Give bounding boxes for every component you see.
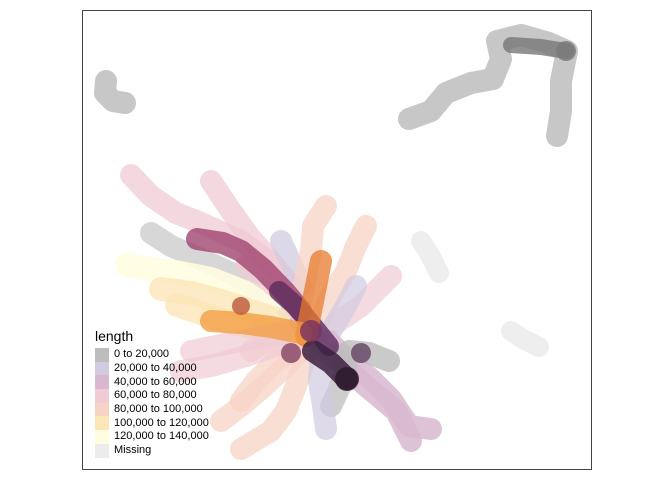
track-endpoint xyxy=(281,343,301,363)
legend-items: 0 to 20,000 20,000 to 40,000 40,000 to 60,… xyxy=(95,348,209,458)
legend-item: 20,000 to 40,000 xyxy=(95,361,209,376)
track-endpoint xyxy=(232,297,250,315)
legend-swatch xyxy=(95,348,109,362)
legend-swatch xyxy=(95,375,109,390)
legend-item: 60,000 to 80,000 xyxy=(95,389,209,403)
track-line xyxy=(398,24,578,147)
track-line xyxy=(115,253,283,313)
legend-label: 0 to 20,000 xyxy=(114,348,170,361)
legend-label: 80,000 to 100,000 xyxy=(114,403,203,416)
legend-swatch xyxy=(95,361,109,376)
track-line xyxy=(411,231,449,283)
legend-item: 120,000 to 140,000 xyxy=(95,430,209,444)
map-panel xyxy=(82,10,592,470)
map-canvas xyxy=(94,24,578,460)
legend-item: 100,000 to 120,000 xyxy=(95,416,209,431)
track-endpoint xyxy=(556,41,576,61)
legend-label: 20,000 to 40,000 xyxy=(114,362,197,375)
legend: length 0 to 20,000 20,000 to 40,000 40,000… xyxy=(95,328,209,458)
legend-item: 80,000 to 100,000 xyxy=(95,402,209,417)
legend-item: 40,000 to 60,000 xyxy=(95,375,209,390)
track-line xyxy=(230,345,317,460)
legend-swatch xyxy=(95,416,109,431)
track-endpoint xyxy=(351,343,371,363)
legend-swatch xyxy=(95,389,109,403)
legend-swatch xyxy=(95,430,109,444)
track-line xyxy=(320,275,367,342)
track-endpoint xyxy=(300,320,322,342)
legend-swatch xyxy=(95,402,109,417)
track-line xyxy=(501,321,549,357)
legend-title: length xyxy=(95,328,134,344)
track-endpoint xyxy=(335,367,359,391)
track-line xyxy=(200,310,312,344)
legend-label: 100,000 to 120,000 xyxy=(114,416,209,429)
legend-label: Missing xyxy=(114,444,152,457)
legend-item: 0 to 20,000 xyxy=(95,348,209,362)
legend-label: 40,000 to 60,000 xyxy=(114,375,197,388)
track-line xyxy=(308,215,377,332)
legend-swatch xyxy=(95,443,109,458)
legend-label: 120,000 to 140,000 xyxy=(114,430,209,443)
track-line xyxy=(94,70,136,114)
track-line xyxy=(170,325,312,382)
legend-label: 60,000 to 80,000 xyxy=(114,389,197,402)
legend-item: Missing xyxy=(95,443,209,458)
track-line xyxy=(290,195,337,312)
